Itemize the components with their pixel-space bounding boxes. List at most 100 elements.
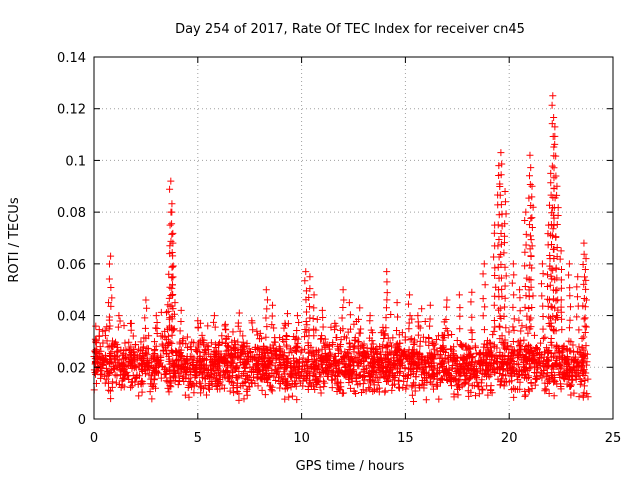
data-point [456,341,464,349]
data-point [425,341,433,349]
data-point [176,350,184,358]
data-point [168,291,176,299]
data-point [418,305,426,313]
data-point [319,323,327,331]
data-point [376,343,384,351]
data-point [424,371,432,379]
data-point [101,351,109,359]
data-point [450,358,458,366]
data-point [522,364,530,372]
data-point [456,375,464,383]
data-point [539,360,547,368]
data-point [253,327,261,335]
data-point [301,333,309,341]
data-point [183,333,191,341]
data-point [452,365,460,373]
data-point [346,311,354,319]
data-point [552,172,560,180]
data-point [504,360,512,368]
data-point [463,346,471,354]
data-point [370,377,378,385]
data-point [268,321,276,329]
data-point [541,333,549,341]
data-point [490,301,498,309]
data-point [107,302,115,310]
data-point [281,385,289,393]
data-point [407,360,415,368]
data-point [226,373,234,381]
data-point [454,367,462,375]
data-point [578,344,586,352]
data-point [582,285,590,293]
data-point [553,221,561,229]
data-point [415,355,423,363]
data-point [382,314,390,322]
data-point [553,191,561,199]
data-point [527,236,535,244]
data-point [304,356,312,364]
data-point [317,389,325,397]
data-point [439,336,447,344]
data-point [313,315,321,323]
data-point [382,304,390,312]
data-point [430,355,438,363]
data-point [273,369,281,377]
data-point [197,364,205,372]
data-point [213,374,221,382]
data-point [339,286,347,294]
data-point [442,325,450,333]
data-point [108,366,116,374]
data-point [552,327,560,335]
data-point [129,332,137,340]
data-point [490,316,498,324]
data-point [491,369,499,377]
data-point [389,369,397,377]
data-point [468,335,476,343]
data-point [179,373,187,381]
data-point [548,240,556,248]
data-point [530,331,538,339]
data-point [105,316,113,324]
data-point [527,283,535,291]
data-point [135,392,143,400]
data-point [335,367,343,375]
data-point [210,318,218,326]
data-point [502,345,510,353]
data-point [426,315,434,323]
data-point [226,361,234,369]
axis-ticks: 0 5 10 15 20 25 0 0.02 0.04 0.06 0.08 0.1 0.12 0.14 [57,51,621,446]
data-point [515,361,523,369]
data-point [551,123,559,131]
data-point [212,380,220,388]
data-point [509,303,517,311]
data-point [107,283,115,291]
data-point [545,313,553,321]
data-point [364,350,372,358]
data-point [336,343,344,351]
data-point [261,391,269,399]
data-point [280,352,288,360]
data-point [168,208,176,216]
x-axis-label: GPS time / hours [296,459,405,474]
data-point [280,324,288,332]
data-point [466,344,474,352]
data-point [386,339,394,347]
data-point [557,276,565,284]
data-point [384,342,392,350]
data-point [544,379,552,387]
data-point [150,375,158,383]
data-point [127,326,135,334]
data-point [368,371,376,379]
data-point [527,253,535,261]
data-point [460,379,468,387]
data-point [107,356,115,364]
data-point [283,332,291,340]
data-point [437,351,445,359]
data-point [484,391,492,399]
data-point [501,303,509,311]
data-point [448,364,456,372]
data-point [157,308,165,316]
data-point [301,366,309,374]
data-point [527,379,535,387]
data-point [475,390,483,398]
